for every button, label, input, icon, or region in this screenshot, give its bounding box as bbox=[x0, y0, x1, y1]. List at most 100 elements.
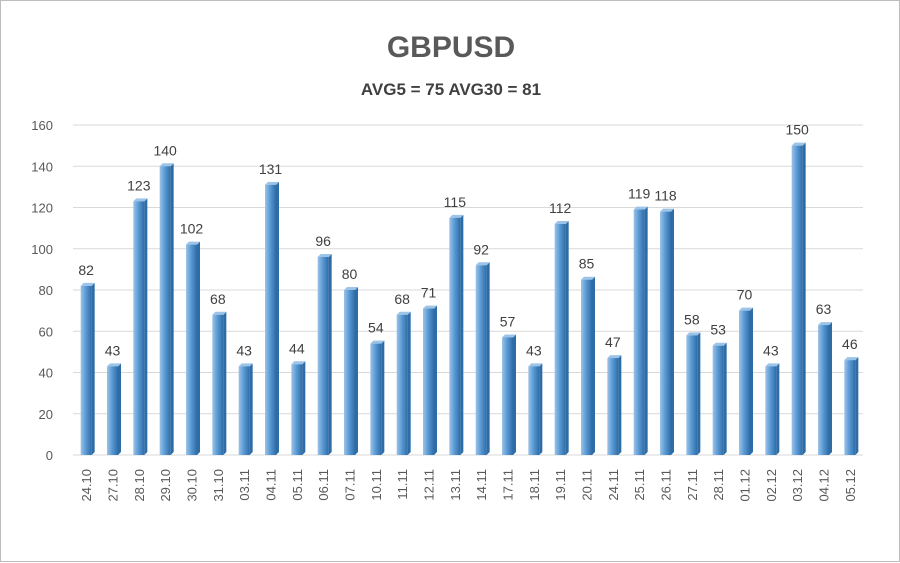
data-label: 102 bbox=[180, 221, 204, 237]
bar bbox=[712, 342, 727, 455]
x-tick-label: 30.10 bbox=[185, 469, 200, 502]
bar-front bbox=[107, 366, 118, 455]
bar-side bbox=[434, 305, 437, 455]
bar-top bbox=[502, 334, 516, 338]
bar-top bbox=[686, 332, 701, 336]
x-tick-label: 11.11 bbox=[395, 469, 410, 500]
x-tick-label: 28.10 bbox=[132, 469, 147, 502]
x-tick-label: 29.10 bbox=[158, 469, 173, 502]
data-label: 43 bbox=[105, 342, 121, 358]
bar-top bbox=[396, 311, 411, 315]
bar-side bbox=[802, 142, 806, 455]
bar bbox=[791, 142, 806, 455]
x-tick-label: 31.10 bbox=[211, 469, 226, 502]
x-tick-label: 03.11 bbox=[237, 469, 252, 501]
x-tick-label: 06.11 bbox=[316, 469, 331, 501]
bar-top bbox=[581, 276, 595, 280]
bar-side bbox=[776, 363, 780, 455]
data-label: 115 bbox=[444, 194, 467, 210]
bar bbox=[502, 334, 516, 455]
bar-top bbox=[528, 363, 543, 367]
bar bbox=[370, 340, 385, 455]
y-tick-label: 0 bbox=[46, 448, 53, 463]
data-label: 118 bbox=[654, 188, 677, 204]
bar-side bbox=[486, 262, 490, 455]
data-label: 68 bbox=[210, 291, 226, 307]
bar bbox=[265, 181, 279, 455]
data-label: 123 bbox=[127, 177, 151, 193]
bar-front bbox=[712, 345, 724, 455]
x-tick-label: 13.11 bbox=[448, 469, 463, 501]
x-tick-label: 10.11 bbox=[369, 469, 384, 501]
bar-side bbox=[697, 332, 701, 455]
data-label: 70 bbox=[737, 287, 753, 303]
bar-front bbox=[581, 279, 592, 455]
bar-top bbox=[739, 307, 753, 311]
bar-side bbox=[513, 334, 516, 455]
data-label: 54 bbox=[368, 320, 384, 336]
data-label: 85 bbox=[579, 256, 595, 272]
chart-subtitle: AVG5 = 75 AVG30 = 81 bbox=[360, 80, 542, 99]
bar-side bbox=[723, 342, 727, 455]
bar-top bbox=[844, 357, 859, 361]
bar-front bbox=[739, 310, 750, 455]
bar bbox=[844, 357, 859, 455]
x-tick-label: 02.12 bbox=[764, 469, 779, 502]
bar-front bbox=[844, 360, 856, 455]
bar-side bbox=[144, 198, 148, 455]
bar-front bbox=[818, 325, 829, 455]
x-tick-label: 03.12 bbox=[790, 469, 805, 502]
bar-front bbox=[133, 201, 145, 455]
bar-side bbox=[565, 221, 569, 455]
bar bbox=[660, 208, 674, 455]
bar-top bbox=[80, 282, 95, 286]
x-tick-label: 14.11 bbox=[474, 469, 489, 501]
bar-front bbox=[317, 257, 329, 455]
bar-top bbox=[159, 163, 174, 167]
bar bbox=[133, 198, 148, 455]
y-tick-label: 60 bbox=[39, 324, 53, 339]
bar-front bbox=[370, 343, 382, 455]
y-tick-label: 120 bbox=[31, 201, 53, 216]
bar bbox=[449, 214, 464, 455]
x-axis-ticks: 24.10 27.10 28.10 29.10 30.10 31.10 03.11 04.11… bbox=[79, 469, 858, 502]
bar-side bbox=[381, 340, 385, 455]
x-tick-label: 26.11 bbox=[659, 469, 674, 501]
bar-top bbox=[370, 340, 385, 344]
data-label: 119 bbox=[628, 186, 651, 202]
bar-top bbox=[212, 311, 227, 315]
bar-front bbox=[265, 184, 276, 455]
bar-front bbox=[633, 209, 645, 455]
bar-top bbox=[791, 142, 806, 146]
data-label: 44 bbox=[289, 340, 305, 356]
data-label: 150 bbox=[785, 122, 809, 138]
data-label: 47 bbox=[605, 334, 621, 350]
data-label: 43 bbox=[236, 342, 252, 358]
data-label: 80 bbox=[342, 266, 358, 282]
x-tick-label: 12.11 bbox=[422, 469, 437, 501]
bar-top bbox=[423, 305, 437, 309]
bar-top bbox=[607, 355, 622, 359]
bar-front bbox=[607, 358, 619, 455]
data-label: 46 bbox=[842, 336, 858, 352]
data-label: 71 bbox=[421, 285, 437, 301]
bar bbox=[581, 276, 595, 455]
bar-side bbox=[302, 361, 306, 455]
bar-front bbox=[686, 335, 698, 455]
bar-side bbox=[829, 322, 832, 455]
bar-front bbox=[791, 145, 803, 455]
data-label: 63 bbox=[816, 301, 832, 317]
bar-top bbox=[660, 208, 674, 212]
data-label: 68 bbox=[394, 291, 410, 307]
bar-side bbox=[223, 311, 227, 455]
data-label: 43 bbox=[763, 342, 779, 358]
bar-side bbox=[750, 307, 753, 455]
data-label: 140 bbox=[153, 142, 177, 158]
bar bbox=[818, 322, 832, 455]
data-label: 82 bbox=[78, 262, 94, 278]
gridlines bbox=[73, 124, 863, 456]
bar-front bbox=[423, 308, 434, 455]
chart-title: GBPUSD bbox=[386, 31, 516, 64]
bar-side bbox=[276, 181, 279, 455]
